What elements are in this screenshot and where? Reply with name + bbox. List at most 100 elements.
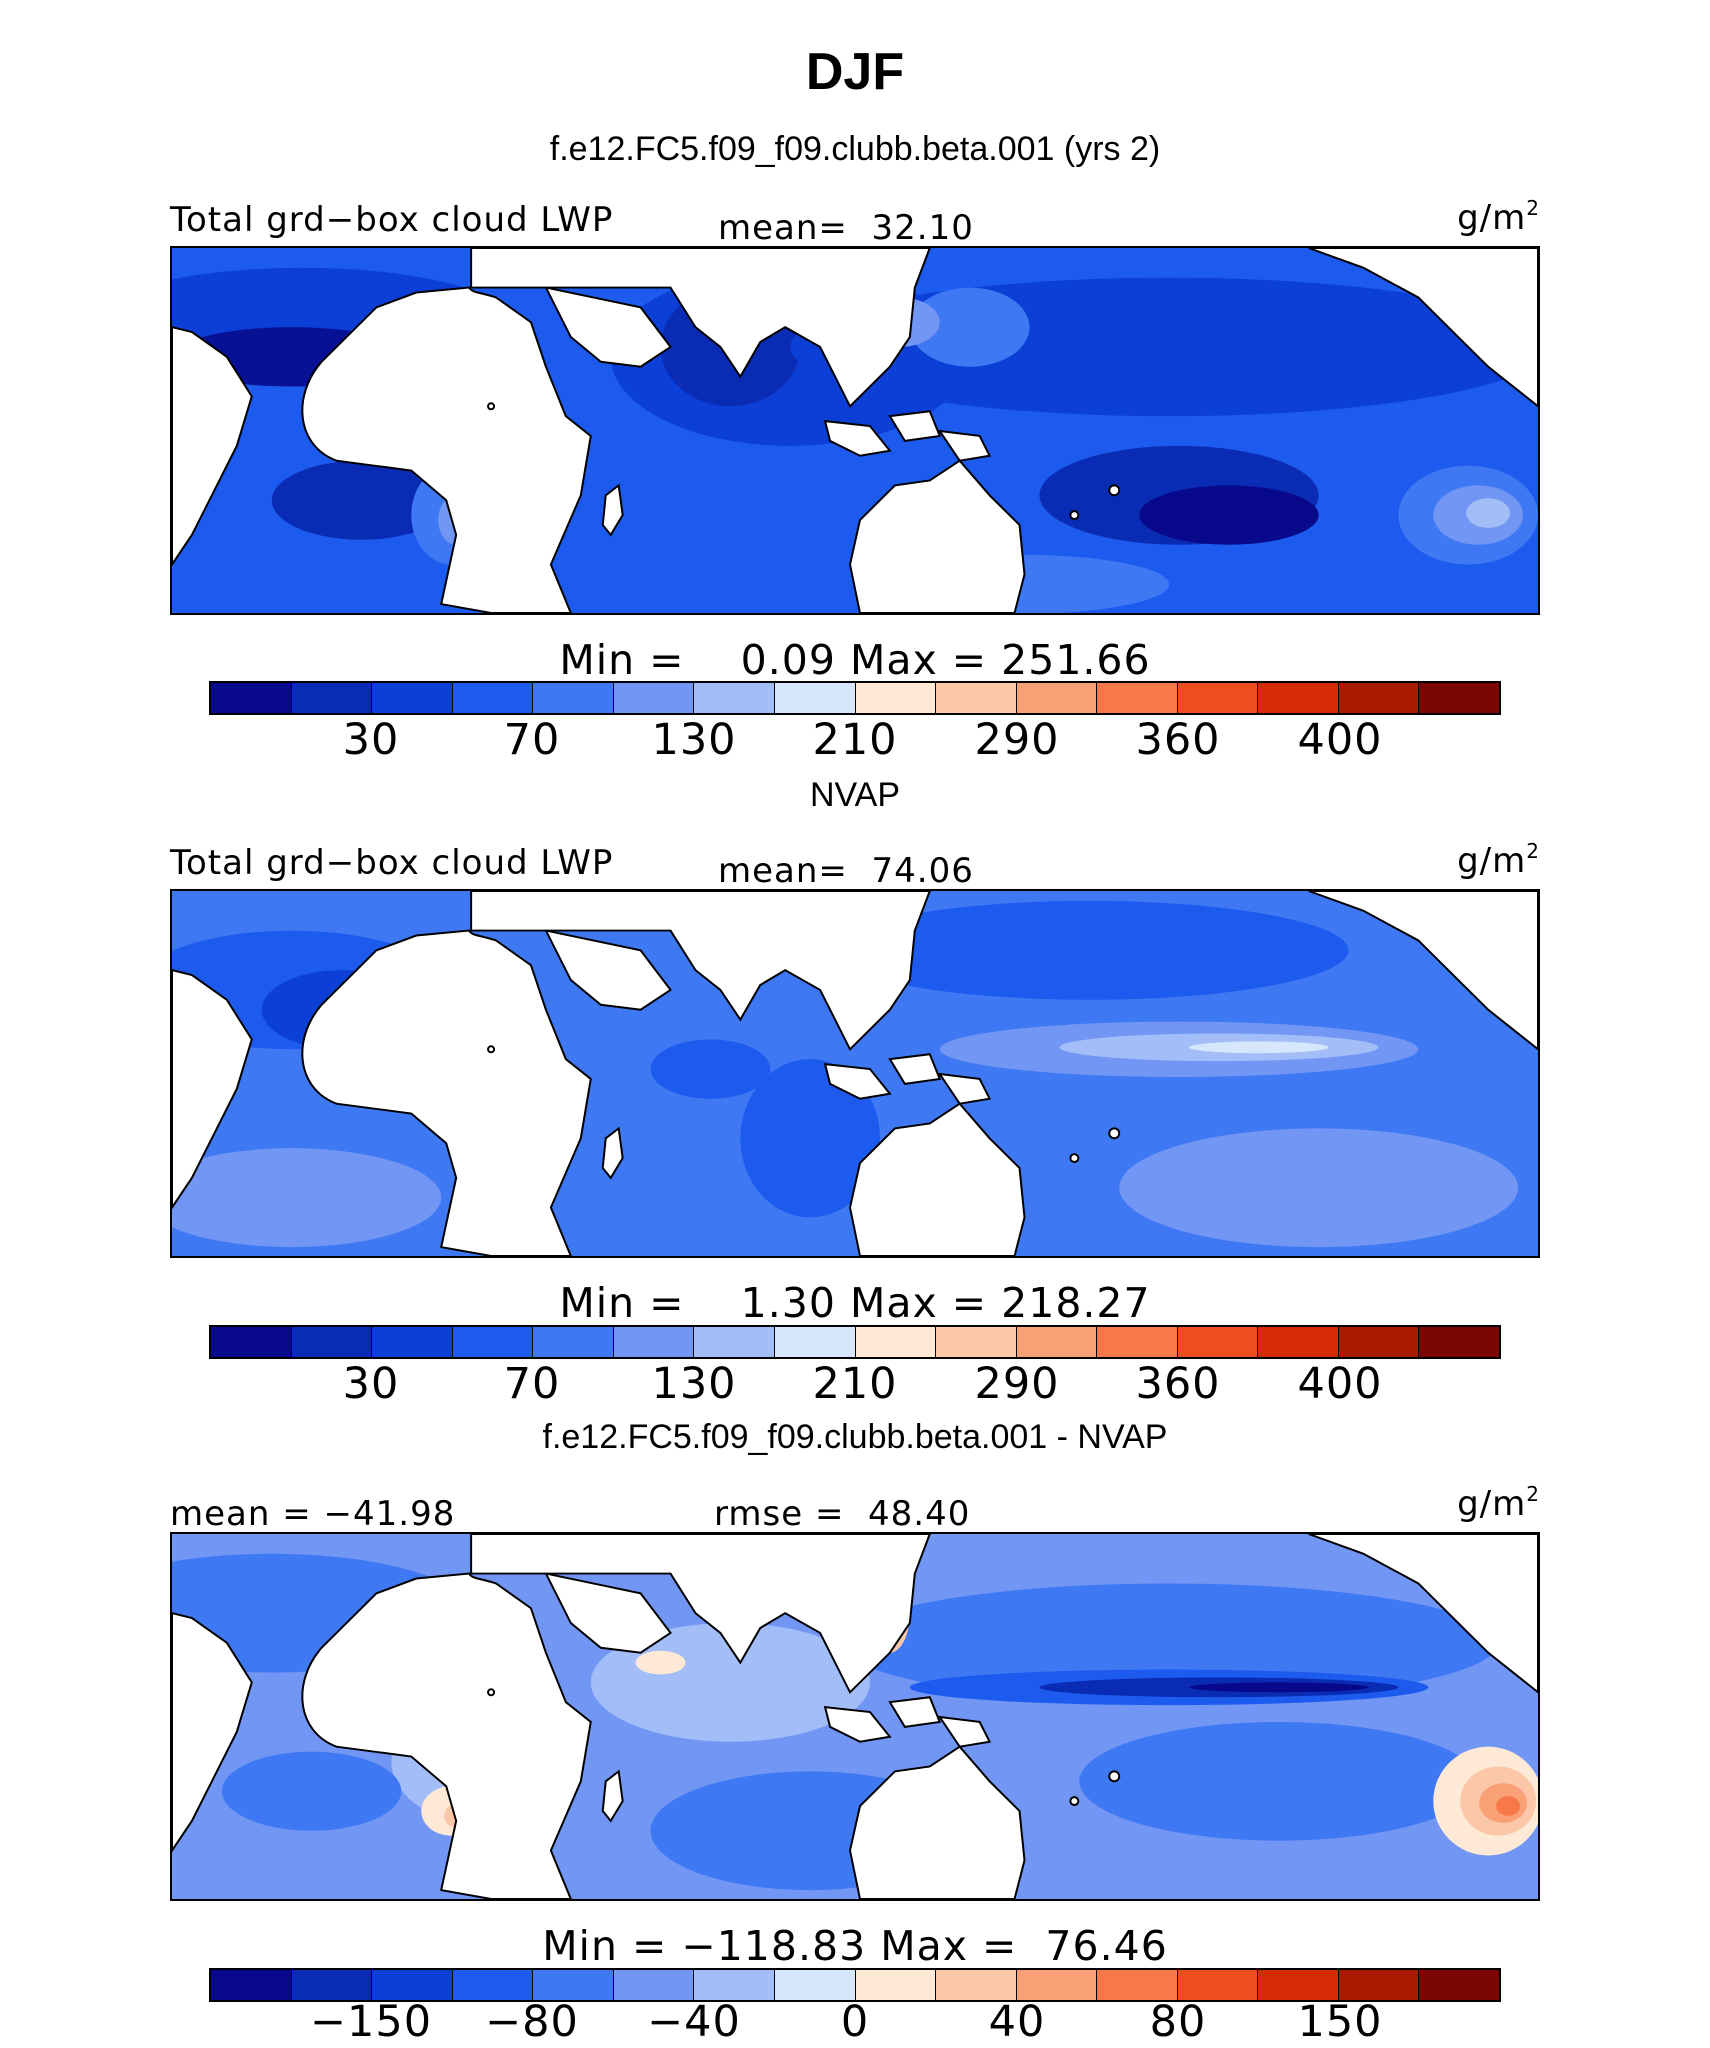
colorbar-swatch xyxy=(452,1327,534,1357)
panel-2-title: NVAP xyxy=(809,776,901,814)
panel-2-unit-base: g/m xyxy=(1457,841,1527,881)
colorbar-swatch xyxy=(613,683,695,713)
panel-3-tick: −40 xyxy=(647,1997,741,2047)
colorbar-swatch xyxy=(694,1970,775,2000)
panel-2-tick: 210 xyxy=(812,1359,898,1409)
panel-2-minmax: Min = 1.30 Max = 218.27 xyxy=(559,1279,1151,1327)
colorbar-swatch xyxy=(1258,1327,1339,1357)
panel-1-tick: 360 xyxy=(1135,715,1221,765)
colorbar-swatch xyxy=(533,1327,614,1357)
colorbar-swatch xyxy=(1097,683,1178,713)
colorbar-swatch xyxy=(372,683,453,713)
panel-2-tick: 70 xyxy=(503,1359,561,1409)
panel-3-left-label: mean = −41.98 xyxy=(170,1494,456,1534)
colorbar-swatch xyxy=(372,1327,453,1357)
panel-3-title: f.e12.FC5.f09_f09.clubb.beta.001 - NVAP xyxy=(542,1418,1168,1456)
colorbar-swatch xyxy=(1258,1970,1339,2000)
colorbar-swatch xyxy=(1016,1970,1098,2000)
panel-3-minmax: Min = −118.83 Max = 76.46 xyxy=(542,1922,1168,1970)
panel-3-tick: 80 xyxy=(1149,1997,1207,2047)
panel-2-mean-label: mean= 74.06 xyxy=(718,851,974,891)
panel-1-tick: 130 xyxy=(651,715,737,765)
panel-1-mean-label: mean= 32.10 xyxy=(718,208,974,248)
colorbar-swatch xyxy=(291,1327,373,1357)
panel-2-tick: 130 xyxy=(651,1359,737,1409)
panel-2-tick: 360 xyxy=(1135,1359,1221,1409)
page-title: DJF xyxy=(805,43,905,101)
colorbar-swatch xyxy=(694,1327,775,1357)
colorbar-swatch xyxy=(855,1970,937,2000)
colorbar-swatch xyxy=(694,683,775,713)
colorbar-swatch xyxy=(855,683,937,713)
colorbar-swatch xyxy=(291,683,373,713)
panel-3-unit: g/m2 xyxy=(1457,1482,1540,1524)
colorbar-swatch xyxy=(774,683,856,713)
panel-3-tick: −80 xyxy=(485,1997,579,2047)
panel-3-tick: −150 xyxy=(309,1997,433,2047)
panel-1-unit-base: g/m xyxy=(1457,198,1527,238)
panel-2-map-svg xyxy=(172,891,1538,1256)
panel-3-colorbar xyxy=(209,1968,1501,2002)
panel-1-map xyxy=(170,246,1540,615)
colorbar-swatch xyxy=(774,1327,856,1357)
panel-1-tick: 30 xyxy=(342,715,400,765)
colorbar-swatch xyxy=(1177,683,1259,713)
panel-3-map-svg xyxy=(172,1534,1538,1899)
panel-3-unit-exp: 2 xyxy=(1526,1482,1540,1506)
panel-1-unit-exp: 2 xyxy=(1526,196,1540,220)
panel-3-tick: 40 xyxy=(988,1997,1046,2047)
panel-1-colorbar xyxy=(209,681,1501,715)
colorbar-swatch xyxy=(936,1327,1017,1357)
panel-2-left-label: Total grd−box cloud LWP xyxy=(170,843,614,883)
panel-1-unit: g/m2 xyxy=(1457,196,1540,238)
colorbar-swatch xyxy=(1338,683,1420,713)
colorbar-swatch xyxy=(1097,1327,1178,1357)
panel-1-tick: 400 xyxy=(1297,715,1383,765)
colorbar-swatch xyxy=(774,1970,856,2000)
colorbar-swatch xyxy=(1258,683,1339,713)
panel-2-colorbar xyxy=(209,1325,1501,1359)
colorbar-swatch xyxy=(452,683,534,713)
panel-1-minmax: Min = 0.09 Max = 251.66 xyxy=(559,636,1151,684)
colorbar-swatch xyxy=(1338,1327,1420,1357)
panel-2-map xyxy=(170,889,1540,1258)
panel-3-tick: 0 xyxy=(840,1997,870,2047)
panel-1-tick: 290 xyxy=(974,715,1060,765)
colorbar-swatch xyxy=(1177,1970,1259,2000)
colorbar-swatch xyxy=(1419,1970,1499,2000)
colorbar-swatch xyxy=(1338,1970,1420,2000)
colorbar-swatch xyxy=(855,1327,937,1357)
panel-2-unit: g/m2 xyxy=(1457,839,1540,881)
colorbar-swatch xyxy=(1419,683,1499,713)
colorbar-swatch xyxy=(1016,683,1098,713)
panel-2-tick: 400 xyxy=(1297,1359,1383,1409)
colorbar-swatch xyxy=(1016,1327,1098,1357)
panel-1-tick: 70 xyxy=(503,715,561,765)
panel-3-unit-base: g/m xyxy=(1457,1484,1527,1524)
colorbar-swatch xyxy=(372,1970,453,2000)
colorbar-swatch xyxy=(1097,1970,1178,2000)
panel-3-rmse-label: rmse = 48.40 xyxy=(714,1494,971,1534)
colorbar-swatch xyxy=(936,1970,1017,2000)
panel-2-unit-exp: 2 xyxy=(1526,839,1540,863)
panel-1-title: f.e12.FC5.f09_f09.clubb.beta.001 (yrs 2) xyxy=(549,130,1161,168)
colorbar-swatch xyxy=(211,1327,292,1357)
panel-2-tick: 30 xyxy=(342,1359,400,1409)
colorbar-swatch xyxy=(613,1327,695,1357)
panel-2-tick: 290 xyxy=(974,1359,1060,1409)
panel-1-map-svg xyxy=(172,248,1538,613)
panel-3-tick: 150 xyxy=(1297,1997,1383,2047)
colorbar-swatch xyxy=(1177,1327,1259,1357)
colorbar-swatch xyxy=(211,1970,292,2000)
panel-1-tick: 210 xyxy=(812,715,898,765)
colorbar-swatch xyxy=(936,683,1017,713)
colorbar-swatch xyxy=(1419,1327,1499,1357)
colorbar-swatch xyxy=(533,1970,614,2000)
colorbar-swatch xyxy=(452,1970,534,2000)
panel-1-left-label: Total grd−box cloud LWP xyxy=(170,200,614,240)
colorbar-swatch xyxy=(613,1970,695,2000)
panel-3-map xyxy=(170,1532,1540,1901)
colorbar-swatch xyxy=(291,1970,373,2000)
colorbar-swatch xyxy=(533,683,614,713)
colorbar-swatch xyxy=(211,683,292,713)
